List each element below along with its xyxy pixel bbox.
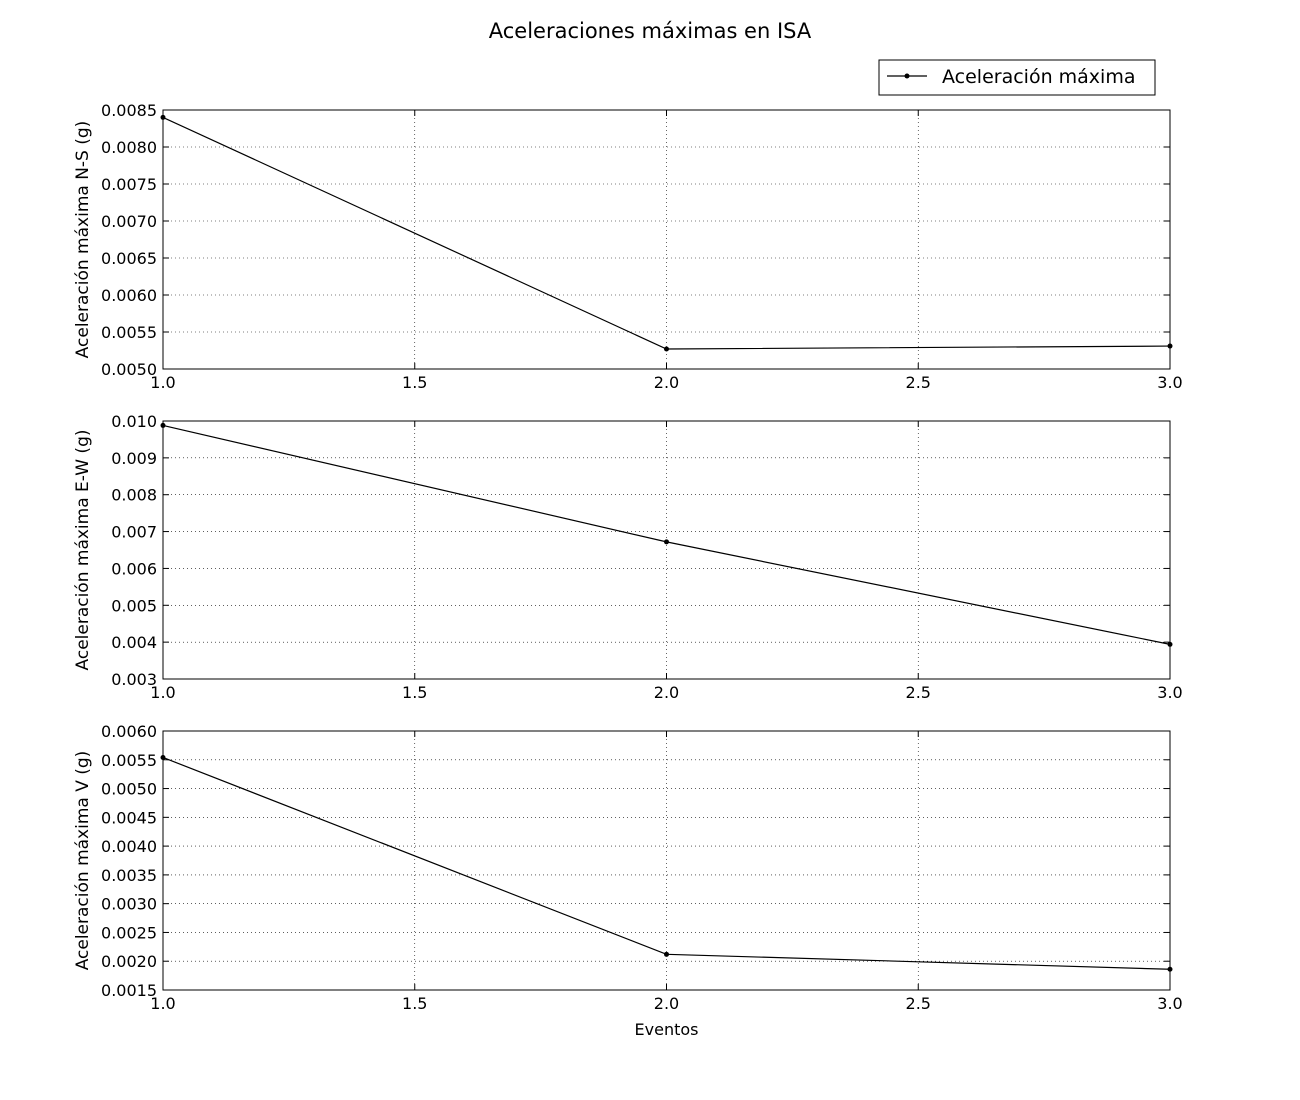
y-tick-label: 0.007 <box>111 523 157 542</box>
x-tick-label: 3.0 <box>1157 373 1182 392</box>
legend-marker-sample <box>904 73 910 79</box>
subplot-1: 1.0 1.5 2.0 2.5 3.0 0.0050 0.0055 0.0060 0.0065 0… <box>73 101 1183 392</box>
y-tick-label: 0.0055 <box>101 751 157 770</box>
y-tick-label: 0.0045 <box>101 808 157 827</box>
x-tick-label: 2.0 <box>654 373 679 392</box>
x-tick-label: 2.0 <box>654 683 679 702</box>
y-tick-label: 0.0085 <box>101 101 157 120</box>
legend: Aceleración máxima <box>878 59 1156 96</box>
y-tick-label: 0.004 <box>111 633 157 652</box>
x-tick-label: 1.0 <box>150 683 175 702</box>
figure-title: Aceleraciones máximas en ISA <box>489 19 812 43</box>
y-tick-label: 0.0030 <box>101 895 157 914</box>
y-tick-label: 0.0015 <box>101 981 157 1000</box>
y-tick-label: 0.0050 <box>101 360 157 379</box>
y-tick-label: 0.0035 <box>101 866 157 885</box>
y-tick-label: 0.0060 <box>101 286 157 305</box>
y-axis-label: Aceleración máxima N-S (g) <box>73 121 93 359</box>
subplot-3: 1.0 1.5 2.0 2.5 3.0 0.0015 0.0020 0.0025 0.0030 0… <box>73 722 1183 1039</box>
y-tick-label: 0.0020 <box>101 952 157 971</box>
data-point <box>664 539 669 545</box>
x-tick-label: 2.0 <box>654 994 679 1013</box>
x-axis-label: Eventos <box>635 1020 699 1039</box>
legend-box <box>878 59 1156 96</box>
axes-frame <box>162 730 1171 991</box>
y-tick-label: 0.008 <box>111 486 157 505</box>
subplots: 1.0 1.5 2.0 2.5 3.0 0.0050 0.0055 0.0060 0.0065 0… <box>73 101 1183 1039</box>
y-tick-label: 0.0065 <box>101 249 157 268</box>
subplot-2: 1.0 1.5 2.0 2.5 3.0 0.003 0.004 0.005 0.006 0.007… <box>73 412 1183 702</box>
y-tick-label: 0.005 <box>111 596 157 615</box>
y-tick-label: 0.0025 <box>101 923 157 942</box>
legend-label: Aceleración máxima <box>942 66 1135 88</box>
y-tick-label: 0.0070 <box>101 212 157 231</box>
y-tick-label: 0.0075 <box>101 175 157 194</box>
y-axis-label: Aceleración máxima E-W (g) <box>73 430 93 671</box>
axes-frame <box>162 420 1171 680</box>
y-tick-label: 0.0080 <box>101 138 157 157</box>
y-tick-label: 0.0060 <box>101 722 157 741</box>
y-tick-label: 0.0055 <box>101 323 157 342</box>
data-point <box>664 951 669 957</box>
plot-area <box>163 110 1170 369</box>
x-tick-label: 1.0 <box>150 994 175 1013</box>
x-tick-label: 1.5 <box>402 994 427 1013</box>
plot-area <box>163 731 1170 990</box>
x-tick-label: 2.5 <box>906 683 931 702</box>
y-tick-label: 0.010 <box>111 412 157 431</box>
y-tick-label: 0.0050 <box>101 780 157 799</box>
y-tick-label: 0.003 <box>111 670 157 689</box>
y-axis-label: Aceleración máxima V (g) <box>73 751 93 971</box>
x-tick-label: 1.5 <box>402 373 427 392</box>
y-tick-label: 0.0040 <box>101 837 157 856</box>
data-point <box>664 346 669 352</box>
x-tick-label: 2.5 <box>906 373 931 392</box>
axes-frame <box>162 109 1171 370</box>
x-tick-label: 3.0 <box>1157 683 1182 702</box>
y-tick-label: 0.006 <box>111 559 157 578</box>
x-tick-label: 3.0 <box>1157 994 1182 1013</box>
x-tick-label: 2.5 <box>906 994 931 1013</box>
x-tick-label: 1.5 <box>402 683 427 702</box>
x-tick-label: 1.0 <box>150 373 175 392</box>
y-tick-label: 0.009 <box>111 449 157 468</box>
